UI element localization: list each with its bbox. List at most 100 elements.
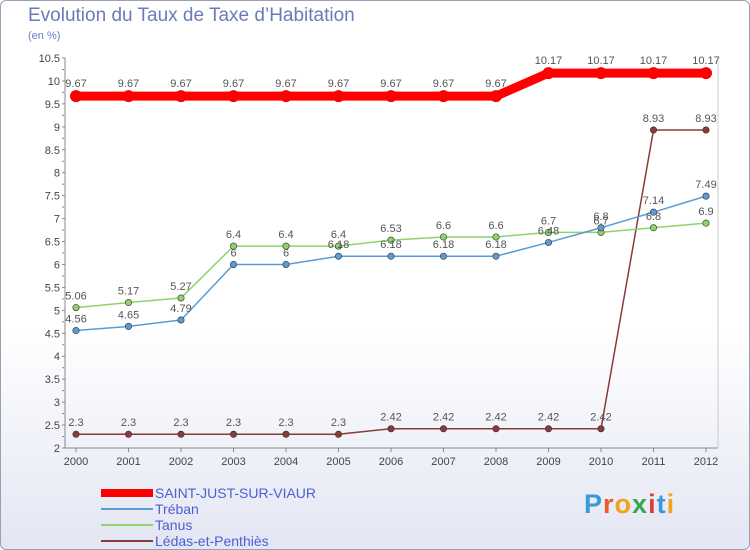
data-label-3-12: 8.93 <box>695 113 716 125</box>
data-point-1-0 <box>72 327 80 335</box>
x-tick-label: 2003 <box>221 456 245 468</box>
data-point-0-0 <box>70 90 82 103</box>
data-point-0-10 <box>595 67 607 80</box>
y-tick-label: 4 <box>54 351 60 363</box>
data-label-0-9: 10.17 <box>535 55 563 67</box>
data-point-1-1 <box>125 322 133 330</box>
y-tick-label: 2 <box>54 443 60 455</box>
data-point-1-9 <box>544 238 552 246</box>
x-tick-label: 2000 <box>64 456 88 468</box>
data-label-1-2: 4.79 <box>170 303 191 315</box>
data-label-1-11: 7.14 <box>643 195 664 207</box>
data-point-3-9 <box>544 425 552 433</box>
data-label-0-4: 9.67 <box>275 78 296 90</box>
data-point-0-1 <box>122 90 135 103</box>
data-label-3-5: 2.3 <box>331 417 346 429</box>
data-label-1-4: 6 <box>283 247 289 259</box>
data-point-1-11 <box>649 208 657 216</box>
legend-label: Tréban <box>155 501 199 517</box>
y-tick-label: 6.5 <box>45 237 60 249</box>
data-label-0-2: 9.67 <box>170 78 191 90</box>
legend-swatch <box>101 540 153 542</box>
data-point-0-12 <box>700 67 712 80</box>
data-label-1-9: 6.48 <box>538 225 559 237</box>
data-point-2-6 <box>387 236 395 244</box>
logo-letter: o <box>614 489 633 519</box>
y-tick-label: 10 <box>48 76 60 88</box>
legend-label: Lédas-et-Penthiès <box>155 533 269 549</box>
data-point-1-10 <box>597 224 605 232</box>
data-point-0-5 <box>332 90 345 103</box>
y-tick-label: 5 <box>54 305 60 317</box>
y-tick-label: 6 <box>54 259 60 271</box>
data-label-1-5: 6.18 <box>328 239 349 251</box>
data-label-3-2: 2.3 <box>173 417 188 429</box>
data-point-2-11 <box>649 224 657 232</box>
data-label-1-0: 4.56 <box>65 314 86 326</box>
data-point-3-7 <box>439 425 447 433</box>
data-point-1-5 <box>334 252 342 260</box>
y-tick-label: 9.5 <box>45 99 60 111</box>
y-tick-label: 5.5 <box>45 282 60 294</box>
x-tick-label: 2009 <box>536 456 560 468</box>
data-label-2-11: 6.8 <box>646 211 661 223</box>
data-label-1-1: 4.65 <box>118 309 139 321</box>
logo-letter: P <box>584 489 604 519</box>
data-label-0-8: 9.67 <box>485 78 506 90</box>
data-label-1-7: 6.18 <box>433 239 454 251</box>
logo-letter: i <box>648 489 657 519</box>
data-label-1-12: 7.49 <box>695 179 716 191</box>
data-point-0-2 <box>175 90 187 103</box>
data-point-3-11 <box>649 126 657 134</box>
data-label-2-7: 6.6 <box>436 220 451 232</box>
data-point-2-12 <box>702 219 710 227</box>
x-tick-label: 2005 <box>326 456 350 468</box>
data-point-2-3 <box>230 242 238 250</box>
x-tick-label: 2010 <box>589 456 613 468</box>
data-label-2-12: 6.9 <box>698 206 713 218</box>
y-tick-label: 7 <box>54 214 60 226</box>
data-point-1-8 <box>492 252 500 260</box>
data-label-0-6: 9.67 <box>380 78 401 90</box>
legend-label: Tanus <box>155 517 193 533</box>
chart-title: Evolution du Taux de Taxe d’Habitation <box>28 5 355 26</box>
data-point-1-12 <box>702 192 710 200</box>
x-tick-label: 2001 <box>116 456 140 468</box>
data-label-2-8: 6.6 <box>488 220 503 232</box>
data-label-3-6: 2.42 <box>380 412 401 424</box>
data-label-1-10: 6.8 <box>593 211 608 223</box>
data-point-2-8 <box>492 233 500 241</box>
data-label-3-1: 2.3 <box>121 417 136 429</box>
chart-subtitle: (en %) <box>28 30 61 42</box>
y-tick-label: 8 <box>54 168 60 180</box>
x-tick-label: 2007 <box>431 456 455 468</box>
x-tick-label: 2004 <box>274 456 298 468</box>
data-label-2-5: 6.4 <box>331 229 346 241</box>
y-tick-label: 4.5 <box>45 328 60 340</box>
data-label-0-11: 10.17 <box>640 55 668 67</box>
data-point-1-2 <box>177 316 185 324</box>
data-point-0-4 <box>280 90 292 103</box>
x-tick-label: 2006 <box>379 456 403 468</box>
y-tick-label: 10.5 <box>39 53 60 65</box>
data-label-3-9: 2.42 <box>538 412 559 424</box>
data-label-2-9: 6.7 <box>541 215 556 227</box>
logo-letter: i <box>666 489 676 519</box>
data-point-0-9 <box>542 67 555 80</box>
legend-swatch <box>101 524 153 526</box>
data-label-1-6: 6.18 <box>380 239 401 251</box>
data-label-0-0: 9.67 <box>65 78 86 90</box>
data-label-2-6: 6.53 <box>380 223 401 235</box>
data-label-1-8: 6.18 <box>485 239 506 251</box>
data-point-3-3 <box>230 430 238 438</box>
data-point-0-7 <box>437 90 450 103</box>
y-tick-label: 3.5 <box>45 374 60 386</box>
data-label-3-0: 2.3 <box>68 417 83 429</box>
data-label-2-0: 5.06 <box>65 291 86 303</box>
data-label-3-7: 2.42 <box>433 412 454 424</box>
data-label-1-3: 6 <box>230 247 236 259</box>
data-label-2-1: 5.17 <box>118 286 139 298</box>
logo-letter: t <box>656 489 667 519</box>
data-point-3-0 <box>72 430 80 438</box>
data-point-3-6 <box>387 425 395 433</box>
